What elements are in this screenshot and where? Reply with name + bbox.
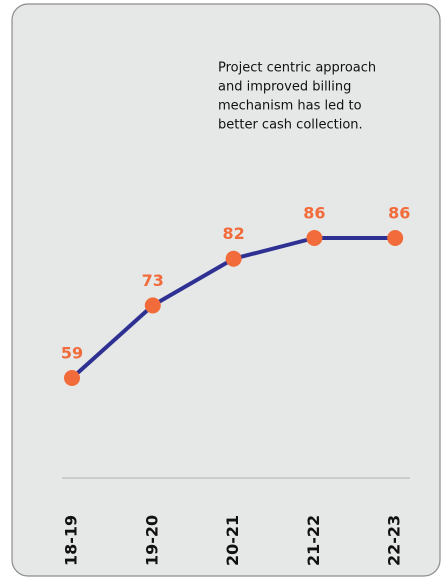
- card: [11, 3, 441, 577]
- x-tick-label: 18-19: [62, 515, 81, 566]
- point: [144, 297, 161, 314]
- x-tick-label: 21-22: [304, 515, 323, 566]
- x-tick-label: 20-21: [223, 515, 242, 566]
- value-label: 86: [388, 204, 410, 223]
- value-label: 86: [303, 204, 325, 223]
- value-label: 82: [222, 224, 244, 243]
- annotation: and improved billing: [218, 80, 351, 95]
- value-label: 59: [61, 344, 83, 363]
- value-label: 73: [142, 271, 164, 290]
- annotation: Project centric approach: [218, 61, 376, 76]
- annotation: better cash collection.: [218, 118, 363, 133]
- x-tick-label: 22-23: [385, 515, 404, 566]
- point: [306, 230, 323, 246]
- point: [64, 370, 80, 386]
- point: [225, 250, 242, 267]
- annotation: mechanism has led to: [218, 99, 362, 114]
- point: [387, 230, 404, 246]
- x-tick-label: 19-20: [142, 515, 161, 566]
